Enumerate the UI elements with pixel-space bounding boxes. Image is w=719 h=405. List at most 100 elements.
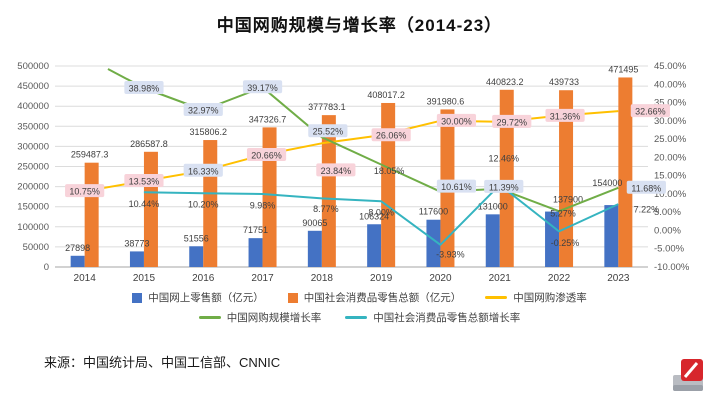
svg-text:5.00%: 5.00% bbox=[654, 207, 681, 218]
svg-text:71751: 71751 bbox=[243, 225, 268, 235]
source-note: 来源：中国统计局、中国工信部、CNNIC bbox=[44, 355, 281, 370]
svg-text:23.84%: 23.84% bbox=[321, 166, 352, 176]
svg-text:0.00%: 0.00% bbox=[654, 225, 681, 236]
svg-text:2014: 2014 bbox=[74, 273, 97, 284]
legend-item: 中国网上零售额（亿元） bbox=[132, 290, 264, 305]
svg-text:45.00%: 45.00% bbox=[654, 61, 687, 72]
svg-text:2021: 2021 bbox=[489, 273, 512, 284]
svg-text:2019: 2019 bbox=[370, 273, 393, 284]
svg-text:-3.93%: -3.93% bbox=[436, 249, 465, 259]
svg-text:8.00%: 8.00% bbox=[368, 208, 394, 218]
bar-labels: 27898 38773 51556 71751 90065 106324 117600 131… bbox=[65, 64, 638, 252]
svg-text:11.68%: 11.68% bbox=[631, 183, 661, 193]
watermark-logo bbox=[673, 359, 703, 391]
svg-text:8.77%: 8.77% bbox=[313, 204, 339, 214]
svg-text:20.00%: 20.00% bbox=[654, 152, 687, 163]
legend-line-icon bbox=[485, 296, 508, 299]
combo-chart-canvas: 5000004500004000003500003000002500002000… bbox=[17, 61, 690, 284]
svg-text:10.44%: 10.44% bbox=[129, 199, 160, 209]
svg-text:350000: 350000 bbox=[17, 121, 49, 132]
svg-text:2023: 2023 bbox=[607, 273, 630, 284]
svg-text:106324: 106324 bbox=[359, 211, 389, 221]
legend-row-2: 中国网购规模增长率 中国社会消费品零售总额增长率 bbox=[198, 310, 521, 325]
legend-label: 中国网购规模增长率 bbox=[226, 312, 322, 324]
svg-text:12.46%: 12.46% bbox=[488, 153, 519, 163]
svg-text:29.72%: 29.72% bbox=[496, 117, 527, 127]
lines bbox=[84, 68, 619, 246]
svg-text:10.75%: 10.75% bbox=[69, 187, 100, 197]
legend-swatch-icon bbox=[287, 292, 298, 303]
bars bbox=[70, 77, 633, 268]
svg-text:117600: 117600 bbox=[419, 207, 448, 217]
svg-text:440823.2: 440823.2 bbox=[486, 77, 524, 87]
svg-text:408017.2: 408017.2 bbox=[367, 90, 405, 100]
svg-text:450000: 450000 bbox=[17, 81, 49, 92]
svg-text:2022: 2022 bbox=[548, 273, 571, 284]
svg-text:439733: 439733 bbox=[549, 77, 579, 87]
svg-text:9.98%: 9.98% bbox=[250, 200, 276, 210]
svg-text:2016: 2016 bbox=[192, 273, 215, 284]
svg-text:18.05%: 18.05% bbox=[374, 166, 405, 176]
svg-text:31.36%: 31.36% bbox=[550, 111, 581, 121]
svg-text:10.20%: 10.20% bbox=[188, 200, 219, 210]
legend-item: 中国网购渗透率 bbox=[485, 290, 587, 305]
line-labels: 10.75% 13.53% 16.33% 20.66% 23.84% 26.06% 30.0… bbox=[65, 80, 670, 259]
legend-line-icon bbox=[198, 316, 221, 319]
svg-text:250000: 250000 bbox=[17, 162, 49, 173]
svg-text:131000: 131000 bbox=[478, 201, 508, 211]
legend-label: 中国网上零售额（亿元） bbox=[148, 292, 264, 304]
svg-text:10.00%: 10.00% bbox=[654, 189, 687, 200]
bars-total-retail bbox=[84, 77, 633, 268]
svg-text:25.52%: 25.52% bbox=[313, 127, 344, 137]
svg-text:38773: 38773 bbox=[124, 238, 149, 248]
svg-text:7.22%: 7.22% bbox=[634, 205, 660, 215]
svg-text:32.66%: 32.66% bbox=[635, 107, 666, 117]
svg-text:347326.7: 347326.7 bbox=[249, 114, 287, 124]
svg-text:400000: 400000 bbox=[17, 101, 49, 112]
chart-title: 中国网购规模与增长率（2014-23） bbox=[216, 16, 503, 35]
svg-text:13.53%: 13.53% bbox=[129, 177, 160, 187]
svg-text:30.00%: 30.00% bbox=[654, 116, 687, 127]
svg-text:471495: 471495 bbox=[608, 64, 638, 74]
svg-text:32.97%: 32.97% bbox=[188, 105, 219, 115]
line-online-growth-rate bbox=[107, 68, 619, 213]
svg-text:51556: 51556 bbox=[184, 233, 209, 243]
svg-text:15.00%: 15.00% bbox=[654, 171, 687, 182]
legend-item: 中国社会消费品零售总额（亿元） bbox=[287, 290, 462, 305]
svg-text:25.00%: 25.00% bbox=[654, 134, 687, 145]
legend-row-1: 中国网上零售额（亿元） 中国社会消费品零售总额（亿元） 中国网购渗透率 bbox=[132, 290, 587, 305]
chart-legend: 中国网上零售额（亿元） 中国社会消费品零售总额（亿元） 中国网购渗透率中国网购规模增… bbox=[0, 290, 719, 325]
svg-text:300000: 300000 bbox=[17, 141, 49, 152]
svg-text:150000: 150000 bbox=[17, 202, 49, 213]
svg-text:35.00%: 35.00% bbox=[654, 98, 687, 109]
svg-text:391980.6: 391980.6 bbox=[427, 96, 465, 106]
svg-text:27898: 27898 bbox=[65, 243, 90, 253]
svg-text:11.39%: 11.39% bbox=[489, 182, 519, 192]
legend-item: 中国网购规模增长率 bbox=[198, 310, 322, 325]
legend-swatch-icon bbox=[132, 292, 143, 303]
legend-label: 中国社会消费品零售总额增长率 bbox=[373, 312, 521, 324]
svg-text:2020: 2020 bbox=[429, 273, 452, 284]
svg-text:2018: 2018 bbox=[311, 273, 334, 284]
svg-text:377783.1: 377783.1 bbox=[308, 102, 346, 112]
svg-text:2015: 2015 bbox=[133, 273, 156, 284]
svg-text:200000: 200000 bbox=[17, 182, 49, 193]
axis-x: 2014 2015 2016 2017 2018 2019 2020 2021 2022 2023 bbox=[74, 273, 630, 284]
svg-text:16.33%: 16.33% bbox=[188, 166, 219, 176]
svg-text:5.27%: 5.27% bbox=[550, 209, 576, 219]
svg-text:2017: 2017 bbox=[251, 273, 274, 284]
svg-text:30.00%: 30.00% bbox=[441, 116, 472, 126]
svg-text:26.06%: 26.06% bbox=[376, 131, 407, 141]
svg-text:38.98%: 38.98% bbox=[129, 84, 160, 94]
svg-text:154000: 154000 bbox=[592, 178, 622, 188]
svg-text:-10.00%: -10.00% bbox=[654, 262, 690, 273]
axis-right: 45.00% 40.00% 35.00% 30.00% 25.00% 20.00% 15.0… bbox=[654, 61, 690, 273]
svg-text:40.00%: 40.00% bbox=[654, 79, 687, 90]
svg-text:10.61%: 10.61% bbox=[441, 182, 472, 192]
svg-text:0: 0 bbox=[44, 262, 49, 273]
legend-label: 中国社会消费品零售总额（亿元） bbox=[303, 292, 462, 304]
axis-left: 5000004500004000003500003000002500002000… bbox=[17, 61, 49, 273]
bars-online-retail bbox=[70, 205, 619, 267]
svg-text:50000: 50000 bbox=[23, 242, 49, 253]
